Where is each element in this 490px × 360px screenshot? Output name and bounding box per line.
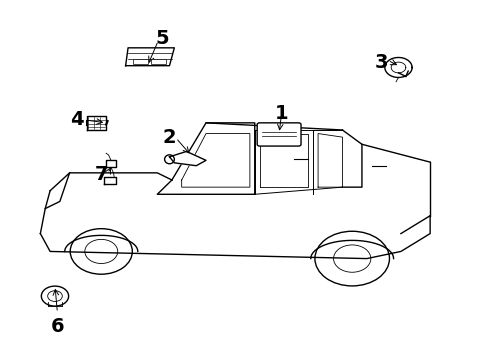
Polygon shape (106, 160, 116, 167)
Polygon shape (87, 116, 106, 130)
Text: 3: 3 (375, 53, 388, 72)
Text: 2: 2 (163, 128, 176, 147)
FancyBboxPatch shape (133, 59, 147, 64)
FancyBboxPatch shape (257, 123, 301, 146)
Polygon shape (125, 48, 174, 66)
Polygon shape (170, 152, 206, 166)
Text: 1: 1 (275, 104, 288, 123)
FancyBboxPatch shape (151, 59, 166, 64)
Text: 4: 4 (70, 110, 84, 129)
Polygon shape (104, 177, 116, 184)
Text: 7: 7 (95, 165, 108, 184)
Text: 5: 5 (155, 30, 169, 48)
Text: 6: 6 (50, 317, 64, 336)
Ellipse shape (165, 155, 174, 164)
